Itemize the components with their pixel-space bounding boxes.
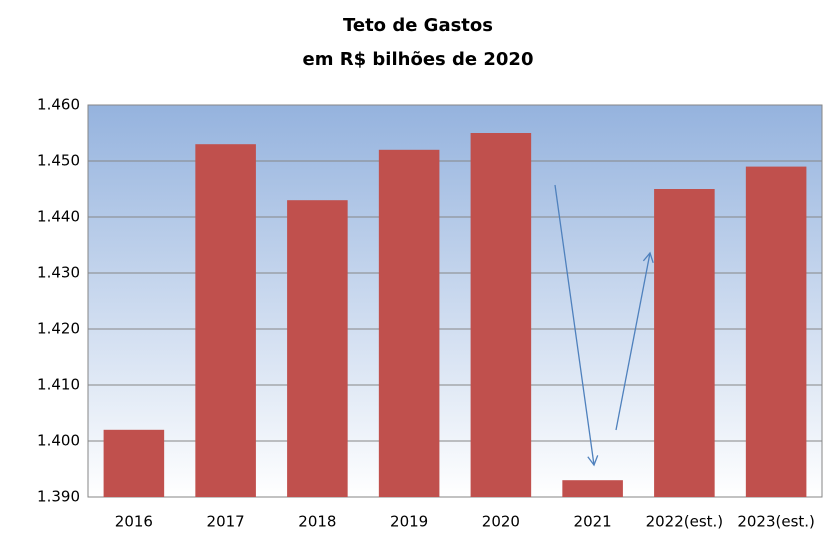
bar xyxy=(470,133,532,497)
x-tick-label: 2021 xyxy=(574,513,612,531)
bar xyxy=(103,429,165,497)
y-tick-label: 1.460 xyxy=(37,96,80,114)
x-tick-label: 2023(est.) xyxy=(737,513,815,531)
chart-subtitle: em R$ bilhões de 2020 xyxy=(303,49,534,70)
arrow-down xyxy=(554,184,599,467)
arrow-up xyxy=(615,251,654,431)
y-tick-label: 1.410 xyxy=(37,376,80,394)
y-tick-label: 1.440 xyxy=(37,208,80,226)
y-tick-label: 1.390 xyxy=(37,488,80,506)
x-tick-label: 2019 xyxy=(390,513,428,531)
x-tick-label: 2017 xyxy=(207,513,245,531)
bar xyxy=(654,189,715,497)
y-tick-label: 1.450 xyxy=(37,152,80,170)
bar xyxy=(287,200,348,497)
x-tick-label: 2022(est.) xyxy=(646,513,724,531)
bar xyxy=(745,166,807,497)
chart-title: Teto de Gastos xyxy=(343,15,493,36)
y-tick-label: 1.400 xyxy=(37,432,80,450)
bar xyxy=(562,480,623,497)
x-tick-label: 2018 xyxy=(298,513,336,531)
x-tick-label: 2016 xyxy=(115,513,153,531)
bar xyxy=(378,149,440,498)
y-tick-label: 1.420 xyxy=(37,320,80,338)
x-tick-label: 2020 xyxy=(482,513,520,531)
y-tick-label: 1.430 xyxy=(37,264,80,282)
bar xyxy=(195,144,256,497)
